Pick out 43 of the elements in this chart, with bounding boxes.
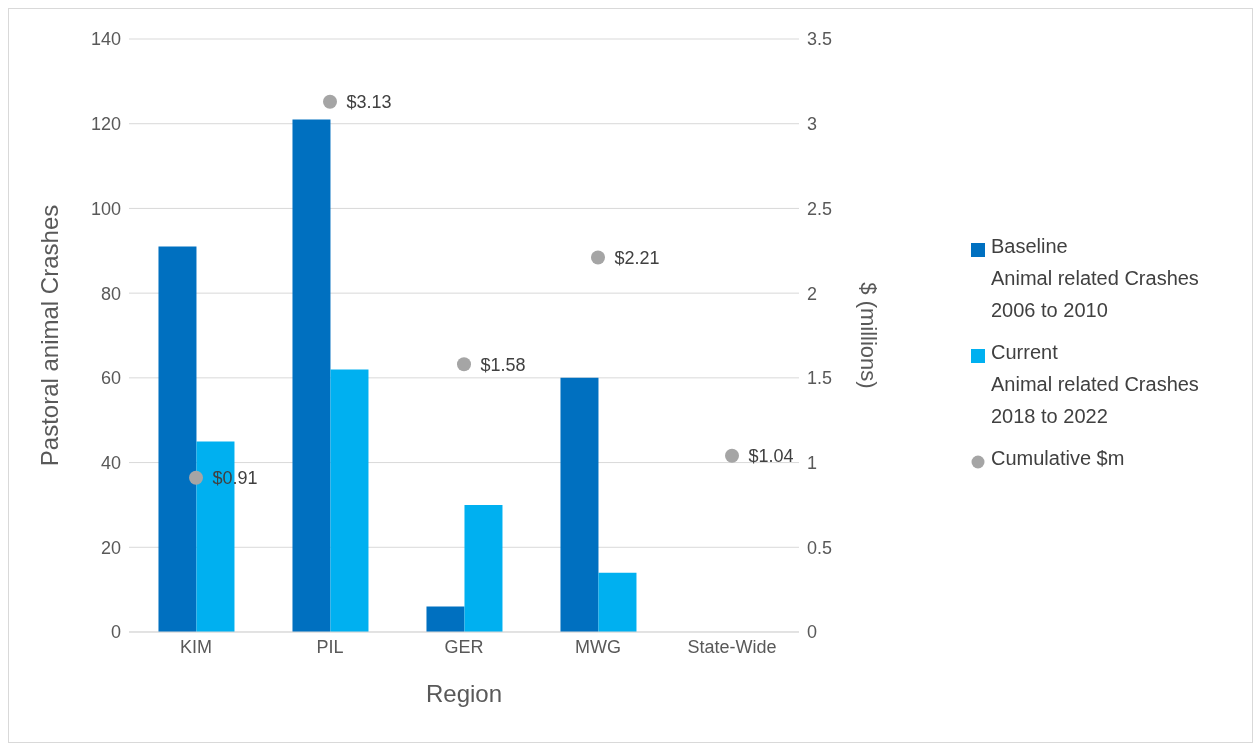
bar	[330, 369, 369, 632]
x-tick-label: MWG	[575, 636, 621, 657]
data-label: $3.13	[346, 91, 392, 112]
bar	[426, 606, 465, 632]
point	[725, 448, 739, 463]
y2-tick-label: 0.5	[807, 537, 833, 558]
y-tick-label: 40	[100, 452, 121, 473]
y2-tick-label: 2.5	[807, 198, 833, 219]
y-tick-label: 20	[100, 537, 121, 558]
y-axis-title: Pastoral animal Crashes	[35, 204, 63, 467]
y2-tick-label: 0	[807, 622, 818, 643]
data-label: $2.21	[614, 247, 660, 268]
bar	[598, 572, 637, 632]
y2-tick-label: 3	[807, 114, 818, 135]
y2-tick-label: 2	[807, 283, 818, 304]
legend-label: Cumulative $m	[991, 446, 1125, 471]
bar	[292, 119, 331, 632]
y2-tick-label: 1	[807, 452, 818, 473]
y2-tick-label: 1.5	[807, 368, 833, 389]
x-tick-label: PIL	[316, 636, 344, 657]
y2-axis-title: $ (millions)	[856, 282, 882, 389]
y-tick-label: 120	[90, 114, 121, 135]
x-tick-label: GER	[444, 636, 484, 657]
y-tick-label: 0	[110, 622, 121, 643]
y2-tick-label: 3.5	[807, 29, 833, 50]
y-tick-label: 80	[100, 283, 121, 304]
data-label: $1.58	[480, 354, 526, 375]
y-tick-label: 100	[90, 198, 121, 219]
legend-label: Baseline Animal related Crashes 2006 to 2010	[991, 234, 1199, 323]
x-tick-label: State-Wide	[687, 636, 777, 657]
bar	[464, 504, 503, 632]
point	[323, 94, 337, 109]
y-tick-label: 140	[90, 29, 121, 50]
y-tick-label: 60	[100, 368, 121, 389]
point	[591, 250, 605, 265]
x-tick-label: KIM	[179, 636, 213, 657]
point	[189, 470, 203, 485]
x-axis-title: Region	[425, 680, 503, 707]
legend-label: Current Animal related Crashes 2018 to 2022	[991, 340, 1199, 429]
data-label: $1.04	[748, 446, 794, 467]
bar	[158, 246, 197, 632]
point	[457, 357, 471, 372]
bar	[560, 377, 599, 632]
